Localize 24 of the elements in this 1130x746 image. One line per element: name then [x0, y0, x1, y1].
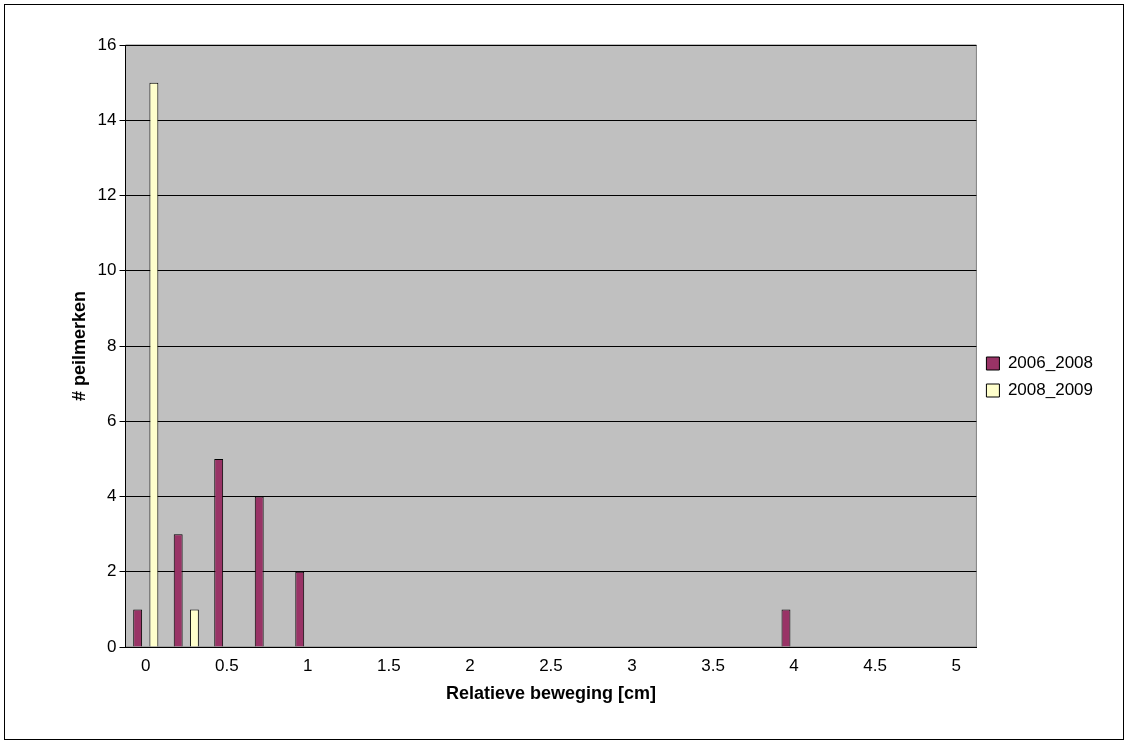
- y-tick-label: 12: [97, 185, 117, 205]
- y-tick-label: 8: [107, 335, 117, 355]
- y-tick-label: 10: [97, 260, 117, 280]
- y-tick-label: 4: [107, 486, 117, 506]
- x-tick-label: 2.5: [539, 655, 563, 675]
- y-tick-label: 6: [107, 410, 117, 430]
- x-tick-label: 1: [303, 655, 313, 675]
- y-tick-label: 2: [107, 561, 117, 581]
- legend-label: 2008_2009: [1007, 380, 1093, 400]
- x-tick-label: 4: [789, 655, 799, 675]
- x-tick-label: 1.5: [377, 655, 401, 675]
- x-tick-label: 0.5: [214, 655, 239, 675]
- y-axis-title: # peilmerken: [68, 290, 89, 402]
- x-tick-label: 0: [141, 655, 151, 675]
- x-tick-label: 4.5: [863, 655, 887, 675]
- x-tick-label: 2: [465, 655, 475, 675]
- y-tick-label: 0: [107, 636, 117, 656]
- y-tick-label: 16: [97, 34, 117, 54]
- x-tick-label: 5: [951, 655, 961, 675]
- y-tick-label: 14: [97, 109, 117, 129]
- x-axis-title: Relatieve beweging [cm]: [445, 683, 656, 704]
- legend-label: 2006_2008: [1007, 353, 1093, 373]
- x-tick-label: 3.5: [701, 655, 725, 675]
- x-tick-label: 3: [627, 655, 637, 675]
